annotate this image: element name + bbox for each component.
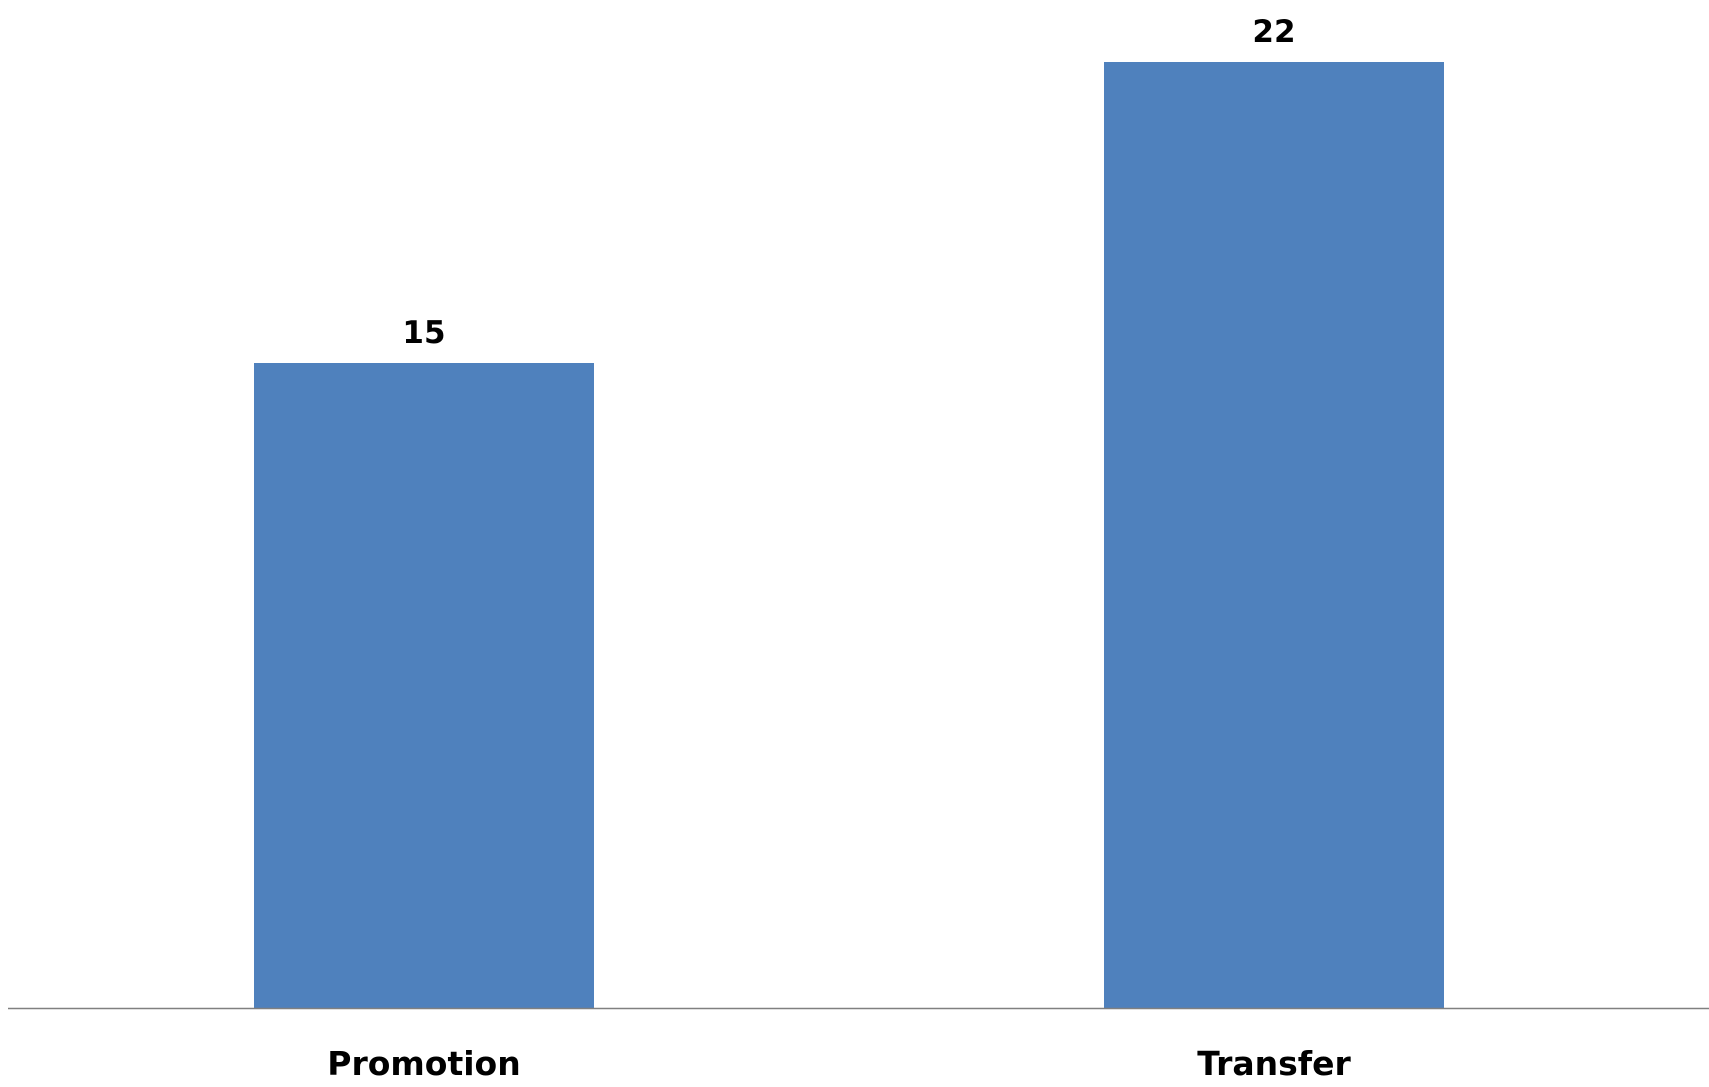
labels-group: 15 Promotion 22 Transfer <box>327 14 1351 1083</box>
bar-promotion <box>254 363 594 1008</box>
category-label-promotion: Promotion <box>327 1044 520 1083</box>
data-label-promotion: 15 <box>402 315 445 351</box>
data-label-transfer: 22 <box>1252 14 1295 50</box>
bars-group <box>254 62 1444 1008</box>
bar-transfer <box>1104 62 1444 1008</box>
category-label-transfer: Transfer <box>1197 1044 1351 1083</box>
